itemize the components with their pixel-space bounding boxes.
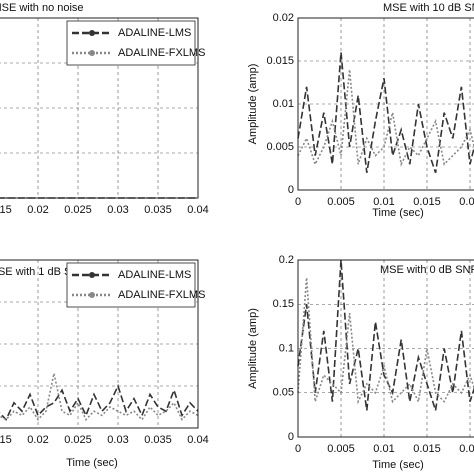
legend-label: ADALINE-LMS [118,27,191,39]
y-tick-label: 0.01 [273,98,294,110]
x-axis-label: Time (sec) [66,457,118,469]
x-tick-label: 0.03 [107,204,128,216]
x-tick-label: 0.02 [459,196,474,208]
x-tick-label: 0.025 [64,434,92,446]
y-tick-label: 0.15 [273,298,294,310]
x-tick-label: 0.04 [187,204,208,216]
x-tick-label: 0.005 [327,196,355,208]
x-tick-label: 0 [295,443,301,455]
panel: 00.0050.010.0150.020.0250.030.0350.0400.… [247,254,474,471]
panel: 00.0050.010.0150.020.0250.030.0350.0400.… [0,2,209,216]
data-line [297,277,474,405]
x-tick-label: 0.02 [27,434,48,446]
panel: 00.0050.010.0150.020.0250.030.0350.0400.… [0,259,209,469]
data-line [297,259,474,411]
legend-box [66,20,196,66]
y-tick-label: 0.02 [273,12,294,24]
chart-title: MSE with 10 dB SNR [383,2,474,14]
x-tick-label: 0.04 [187,434,208,446]
x-tick-label: 0.01 [373,443,394,455]
x-tick-label: 0.015 [413,443,441,455]
data-line [0,373,199,421]
plot-frame [297,259,474,438]
y-tick-label: 0.05 [273,387,294,399]
y-tick-label: 0.005 [266,141,294,153]
legend-marker [89,292,95,298]
y-tick-label: 0 [288,431,294,443]
plot-frame [297,17,474,191]
y-tick-label: 0 [288,184,294,196]
chart-title: MSE with 0 dB SNR [380,264,474,276]
legend-label: ADALINE-LMS [118,269,191,281]
legend-marker [89,30,95,36]
x-tick-label: 0.015 [0,434,12,446]
data-line [297,52,474,174]
data-line [297,69,474,167]
y-tick-label: 0.1 [279,342,294,354]
legend-marker [89,50,95,56]
x-tick-label: 0 [295,196,301,208]
x-tick-label: 0.01 [373,196,394,208]
legend-box [66,262,196,308]
chart-title: MSE with no noise [0,2,84,14]
y-axis-label: Amplitude (amp) [247,308,259,389]
plot-frame [0,259,199,429]
x-axis-label: Time (sec) [372,459,424,471]
chart-title: MSE with 1 dB SNR [0,266,87,278]
legend-label: ADALINE-FXLMS [118,289,205,301]
x-tick-label: 0.02 [459,443,474,455]
x-tick-label: 0.005 [327,443,355,455]
legend-marker [89,272,95,278]
x-axis-label: Time (sec) [372,207,424,219]
x-tick-label: 0.035 [144,434,172,446]
y-axis-label: Amplitude (amp) [247,64,259,145]
x-tick-label: 0.035 [144,204,172,216]
x-tick-label: 0.015 [0,204,12,216]
panel: 00.0050.010.0150.020.0250.030.0350.0400.… [247,2,474,219]
plot-frame [0,17,199,199]
x-tick-label: 0.015 [413,196,441,208]
y-tick-label: 0.2 [279,254,294,266]
x-tick-label: 0.025 [64,204,92,216]
legend-label: ADALINE-FXLMS [118,47,205,59]
x-tick-label: 0.02 [27,204,48,216]
x-tick-label: 0.03 [107,434,128,446]
y-tick-label: 0.015 [266,55,294,67]
